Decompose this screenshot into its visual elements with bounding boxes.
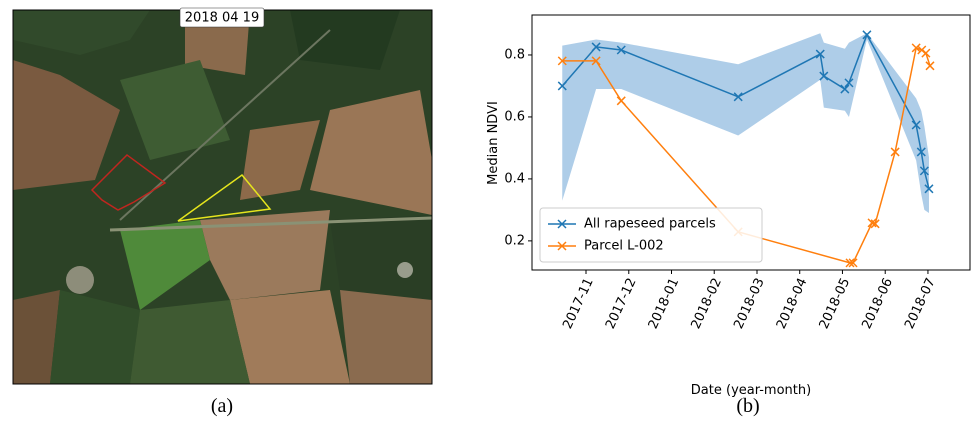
caption: (a) [211, 395, 233, 417]
marker [591, 42, 601, 52]
marker [924, 184, 934, 194]
marker [840, 84, 850, 94]
satellite-image: 2018 04 19 [12, 7, 433, 385]
marker [591, 56, 601, 66]
legend-label: All rapeseed parcels [584, 217, 716, 232]
y-tick-label: 0.4 [504, 171, 525, 186]
caption: (b) [736, 395, 759, 417]
x-tick-label: 2018-04 [774, 276, 811, 332]
x-tick-label: 2017-11 [560, 276, 597, 332]
x-tick-label: 2018-05 [817, 276, 854, 332]
marker [733, 92, 743, 102]
marker [921, 48, 931, 58]
marker [916, 147, 926, 157]
y-tick-label: 0.8 [504, 47, 525, 62]
marker [867, 218, 877, 228]
x-tick-label: 2018-07 [902, 276, 939, 332]
x-tick-label: 2017-12 [603, 276, 640, 332]
marker [844, 78, 854, 88]
x-tick-label: 2018-06 [859, 276, 896, 332]
marker [870, 219, 880, 229]
date-box [179, 7, 265, 28]
date-label: 2018 04 19 [185, 11, 259, 26]
marker [919, 166, 929, 176]
legend-box [539, 207, 763, 263]
legend-marker [557, 219, 567, 229]
legend-label: Parcel L-002 [584, 239, 664, 254]
marker [815, 49, 825, 59]
x-tick-label: 2018-01 [646, 276, 683, 332]
marker [925, 61, 935, 71]
marker [616, 96, 626, 106]
marker [911, 120, 921, 130]
marker [862, 30, 872, 40]
marker [848, 258, 858, 268]
band [562, 33, 929, 213]
legend-marker [557, 241, 567, 251]
y-tick-label: 0.6 [504, 109, 525, 124]
marker [845, 258, 855, 268]
y-tick-label: 0.2 [504, 233, 525, 248]
marker [557, 56, 567, 66]
marker [616, 45, 626, 55]
marker [557, 81, 567, 91]
x-tick-label: 2018-03 [731, 276, 768, 332]
x-axis-title: Date (year-month) [691, 383, 811, 398]
marker [819, 71, 829, 81]
marker [890, 147, 900, 157]
marker [911, 43, 921, 53]
x-tick-label: 2018-02 [688, 276, 725, 332]
y-axis-title: Median NDVI [486, 101, 501, 185]
plot-frame [531, 14, 971, 271]
